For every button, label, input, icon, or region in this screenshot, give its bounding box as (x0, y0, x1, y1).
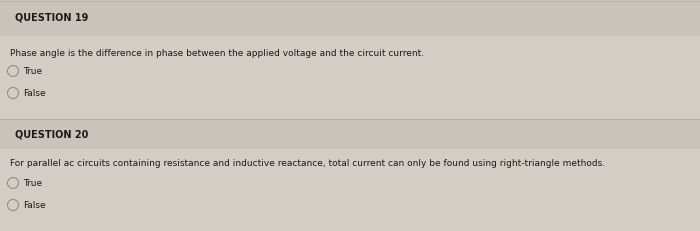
Text: Phase angle is the difference in phase between the applied voltage and the circu: Phase angle is the difference in phase b… (10, 49, 424, 58)
Text: QUESTION 20: QUESTION 20 (15, 129, 88, 139)
Text: QUESTION 19: QUESTION 19 (15, 13, 88, 23)
Text: True: True (23, 179, 42, 188)
Text: True: True (23, 67, 42, 76)
Text: False: False (23, 201, 46, 210)
Text: False: False (23, 89, 46, 98)
Bar (0, 0, 700, 37)
Bar (0, 119, 700, 149)
Text: For parallel ac circuits containing resistance and inductive reactance, total cu: For parallel ac circuits containing resi… (10, 159, 605, 168)
